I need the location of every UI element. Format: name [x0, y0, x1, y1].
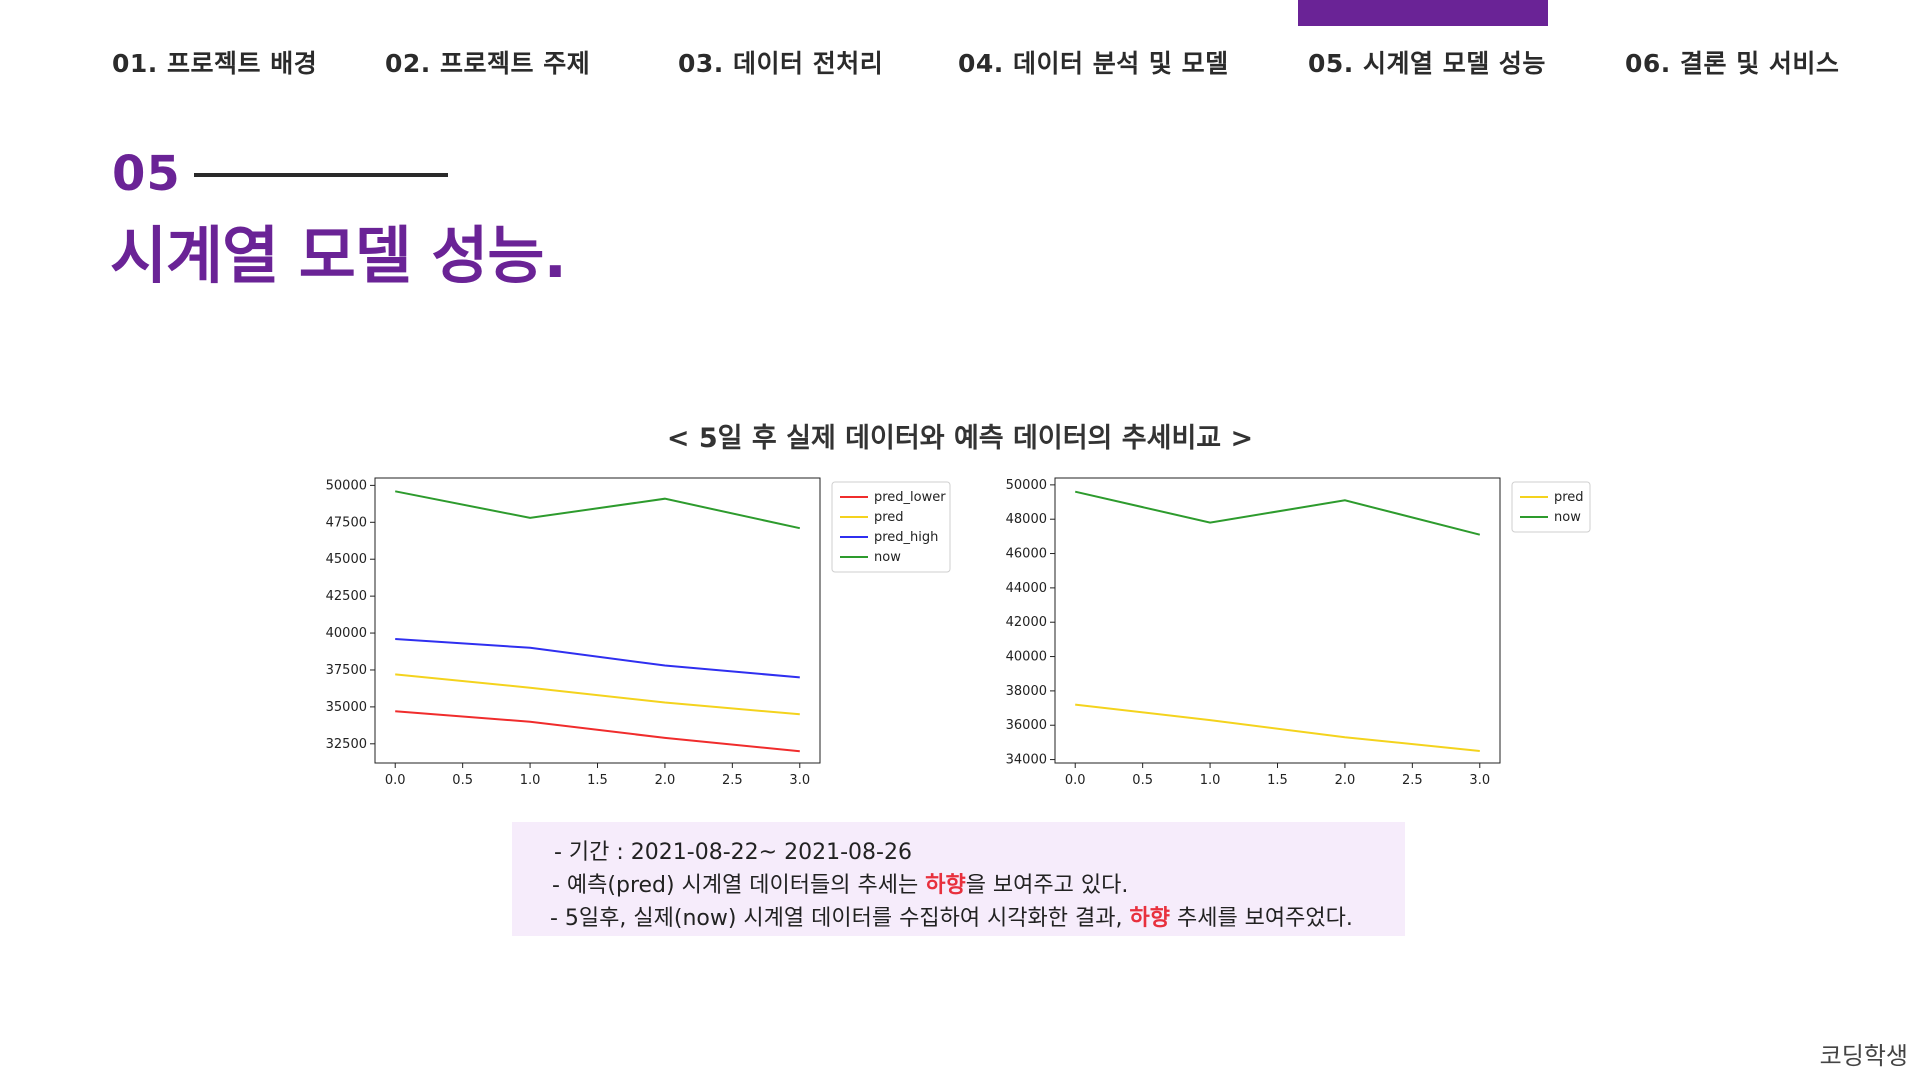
- note-pred-trend-highlight: 하향: [925, 873, 966, 898]
- y-tick-label: 35000: [326, 700, 367, 715]
- nav-item-background[interactable]: 01. 프로젝트 배경: [112, 49, 318, 78]
- y-tick-label: 50000: [326, 478, 367, 493]
- section-title: 시계열 모델 성능.: [110, 219, 567, 292]
- legend-label-now: now: [874, 550, 901, 565]
- x-tick-label: 2.5: [1402, 773, 1423, 788]
- nav-item-topic[interactable]: 02. 프로젝트 주제: [385, 49, 591, 78]
- y-tick-label: 38000: [1006, 684, 1047, 699]
- x-tick-label: 1.5: [1267, 773, 1288, 788]
- legend-label-pred-lower: pred_lower: [874, 490, 946, 505]
- section-number: 05: [112, 146, 181, 202]
- chart-prediction-bands: 32500 35000 37500 40000 42500 45000 47500 50000…: [326, 477, 951, 788]
- y-tick-label: 50000: [1006, 478, 1047, 493]
- series-line-now: [395, 490, 801, 530]
- y-tick-label: 48000: [1006, 512, 1047, 527]
- section-rule: [194, 173, 448, 177]
- note-actual-trend-highlight: 하향: [1129, 906, 1170, 931]
- y-tick-label: 44000: [1006, 581, 1047, 596]
- x-tick-label: 3.0: [789, 773, 810, 788]
- x-tick-label: 0.0: [385, 773, 406, 788]
- series-line-pred-lower: [395, 710, 800, 753]
- x-tick-label: 1.5: [587, 773, 608, 788]
- nav-item-timeseries-performance[interactable]: 05. 시계열 모델 성능: [1308, 49, 1546, 78]
- y-tick-label: 34000: [1006, 753, 1047, 768]
- legend-box: [831, 481, 951, 573]
- chart-pred-vs-now: 34000 36000 38000 40000 42000 44000 46000 48000…: [1006, 477, 1591, 788]
- y-tick-label: 45000: [326, 552, 367, 567]
- plot-frame: [1054, 477, 1501, 764]
- legend-box: [1511, 481, 1591, 533]
- note-pred-trend-suffix: 을 보여주고 있다.: [965, 873, 1129, 898]
- legend-label-now: now: [1554, 510, 1581, 525]
- note-actual-trend-prefix: - 5일후, 실제(now) 시계열 데이터를 수집하여 시각화한 결과,: [550, 906, 1130, 931]
- y-tick-label: 42500: [326, 589, 367, 604]
- y-tick-label: 40000: [1006, 650, 1047, 665]
- note-actual-trend: - 5일후, 실제(now) 시계열 데이터를 수집하여 시각화한 결과, 하향…: [550, 900, 1353, 932]
- chart-heading: < 5일 후 실제 데이터와 예측 데이터의 추세비교 >: [666, 423, 1254, 454]
- series-line-pred: [395, 673, 800, 716]
- nav-item-analysis-model[interactable]: 04. 데이터 분석 및 모델: [958, 49, 1229, 78]
- legend-label-pred: pred: [874, 510, 904, 525]
- legend-label-pred: pred: [1554, 490, 1584, 505]
- x-tick-label: 0.0: [1065, 773, 1086, 788]
- top-navigation: 01. 프로젝트 배경 02. 프로젝트 주제 03. 데이터 전처리 04. …: [0, 44, 1920, 84]
- series-line-pred: [1075, 703, 1480, 752]
- note-pred-trend: - 예측(pred) 시계열 데이터들의 추세는 하향을 보여주고 있다.: [552, 867, 1128, 899]
- x-tick-label: 2.5: [722, 773, 743, 788]
- legend-label-pred-high: pred_high: [874, 530, 938, 545]
- x-tick-label: 1.0: [520, 773, 541, 788]
- y-tick-label: 37500: [326, 663, 367, 678]
- notes-box: - 기간 : 2021-08-22~ 2021-08-26 - 예측(pred)…: [512, 822, 1405, 936]
- series-line-pred-high: [395, 638, 800, 679]
- y-tick-label: 47500: [326, 515, 367, 530]
- watermark: 코딩학생: [1819, 1042, 1908, 1070]
- series-line-now: [1074, 490, 1481, 536]
- x-tick-label: 2.0: [1335, 773, 1356, 788]
- note-actual-trend-suffix: 추세를 보여주었다.: [1169, 906, 1353, 931]
- y-tick-label: 40000: [326, 626, 367, 641]
- x-tick-label: 0.5: [452, 773, 473, 788]
- note-period: - 기간 : 2021-08-22~ 2021-08-26: [554, 840, 912, 865]
- plot-frame: [374, 477, 821, 764]
- y-tick-label: 36000: [1006, 718, 1047, 733]
- active-tab-indicator: [1298, 0, 1548, 26]
- nav-item-preprocessing[interactable]: 03. 데이터 전처리: [678, 49, 884, 78]
- y-tick-label: 32500: [326, 737, 367, 752]
- y-tick-label: 46000: [1006, 547, 1047, 562]
- y-tick-label: 42000: [1006, 615, 1047, 630]
- x-tick-label: 3.0: [1469, 773, 1490, 788]
- x-tick-label: 2.0: [655, 773, 676, 788]
- note-pred-trend-prefix: - 예측(pred) 시계열 데이터들의 추세는: [552, 873, 926, 898]
- x-tick-label: 0.5: [1132, 773, 1153, 788]
- nav-item-conclusion[interactable]: 06. 결론 및 서비스: [1625, 49, 1840, 78]
- x-tick-label: 1.0: [1200, 773, 1221, 788]
